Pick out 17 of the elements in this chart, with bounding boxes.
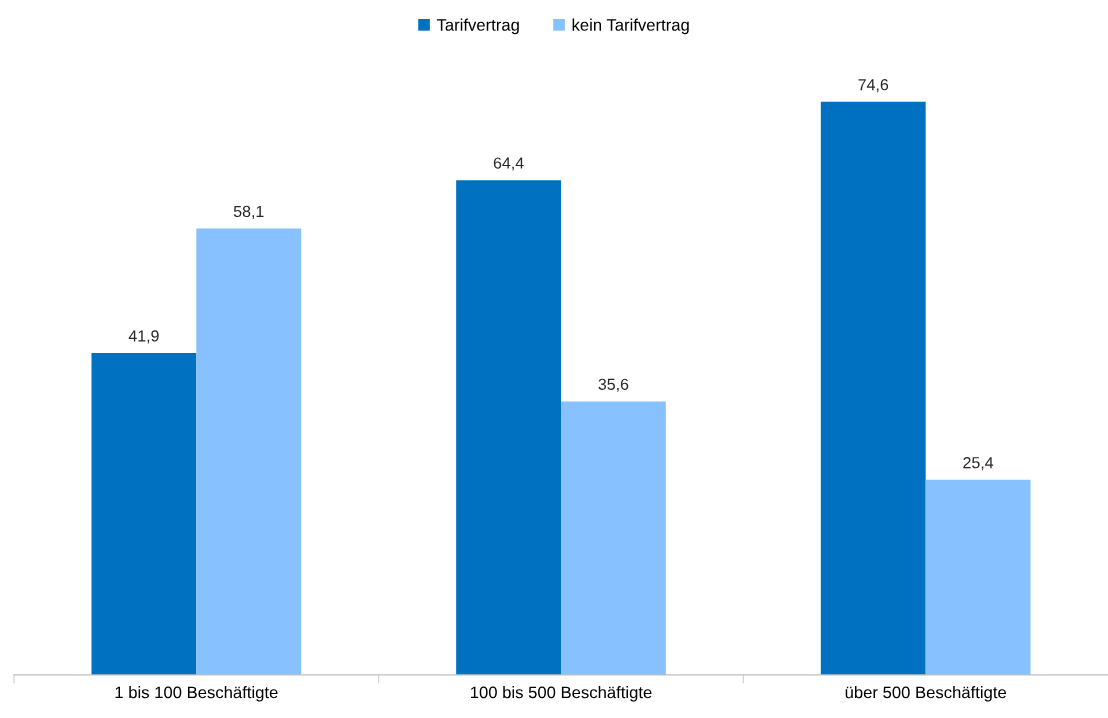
bar (561, 401, 666, 675)
bar (820, 101, 926, 675)
x-tick-label: 100 bis 500 Beschäftigte (471, 686, 652, 702)
data-label: 58,1 (233, 205, 264, 219)
bar (91, 353, 197, 675)
data-label: 41,9 (128, 330, 159, 344)
data-label: 74,6 (858, 79, 889, 93)
data-label: 25,4 (963, 456, 994, 471)
legend-label: kein Tarifvertrag (572, 18, 689, 35)
bar (925, 479, 1031, 675)
data-label: 35,6 (598, 378, 629, 392)
x-tick-label: über 500 Beschäftigte (845, 686, 1007, 702)
bar (456, 180, 561, 675)
bar (196, 228, 302, 675)
data-label: 64,4 (493, 157, 524, 171)
x-tick-label: 1 bis 100 Beschäftigte (115, 686, 278, 702)
legend-label: Tarifvertrag (436, 18, 519, 35)
